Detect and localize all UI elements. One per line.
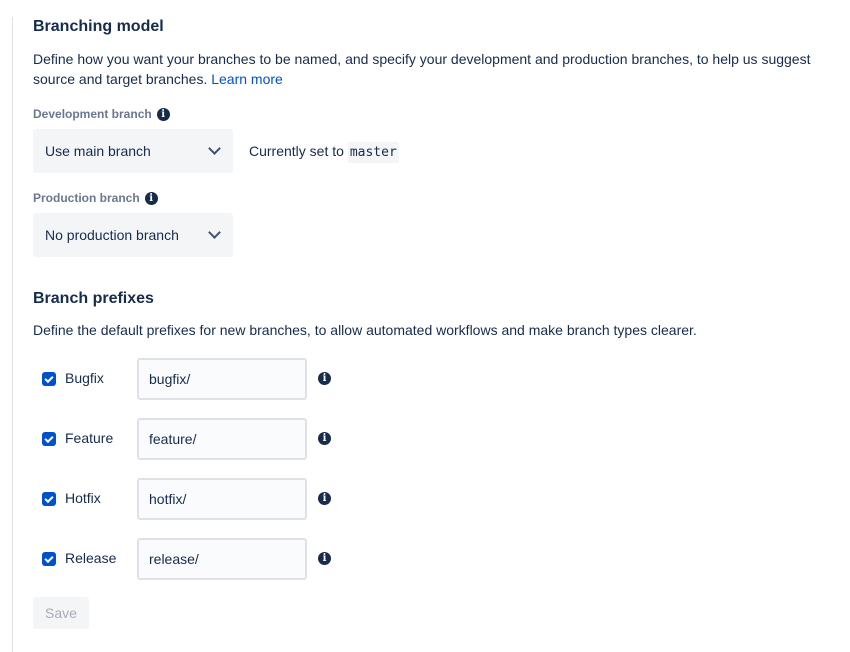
- info-icon[interactable]: i: [156, 107, 170, 121]
- prefix-row-hotfix: Hotfix i: [42, 478, 331, 520]
- release-prefix-input[interactable]: [137, 538, 307, 580]
- info-icon[interactable]: i: [318, 551, 331, 565]
- branch-prefixes-title: Branch prefixes: [33, 290, 154, 307]
- hotfix-label: Hotfix: [65, 490, 101, 506]
- release-label: Release: [65, 550, 117, 566]
- chevron-down-icon: [208, 226, 221, 239]
- bugfix-prefix-input[interactable]: [137, 358, 307, 400]
- hotfix-prefix-input[interactable]: [137, 478, 307, 520]
- current-branch-code: master: [347, 142, 399, 163]
- release-checkbox[interactable]: [42, 552, 56, 566]
- production-branch-select[interactable]: No production branch: [33, 213, 233, 257]
- info-icon[interactable]: i: [144, 191, 158, 205]
- hotfix-checkbox[interactable]: [42, 492, 56, 506]
- development-branch-label: Development branch i: [33, 107, 170, 121]
- save-button[interactable]: Save: [33, 597, 89, 629]
- prefix-row-feature: Feature i: [42, 418, 331, 460]
- branch-prefixes-description: Define the default prefixes for new bran…: [33, 322, 697, 338]
- development-branch-select[interactable]: Use main branch: [33, 129, 233, 173]
- branching-model-description: Define how you want your branches to be …: [33, 51, 811, 87]
- info-icon[interactable]: i: [318, 371, 331, 385]
- chevron-down-icon: [208, 142, 221, 155]
- feature-label: Feature: [65, 430, 114, 446]
- section-divider: [12, 17, 13, 652]
- info-icon[interactable]: i: [318, 491, 331, 505]
- learn-more-link[interactable]: Learn more: [211, 71, 283, 87]
- current-branch-text: Currently set to master: [249, 142, 399, 163]
- bugfix-label: Bugfix: [65, 370, 104, 386]
- feature-checkbox[interactable]: [42, 432, 56, 446]
- production-branch-label: Production branch i: [33, 191, 158, 205]
- bugfix-checkbox[interactable]: [42, 372, 56, 386]
- prefix-row-release: Release i: [42, 538, 331, 580]
- info-icon[interactable]: i: [318, 431, 331, 445]
- branching-model-title: Branching model: [33, 18, 164, 35]
- feature-prefix-input[interactable]: [137, 418, 307, 460]
- prefix-row-bugfix: Bugfix i: [42, 358, 331, 400]
